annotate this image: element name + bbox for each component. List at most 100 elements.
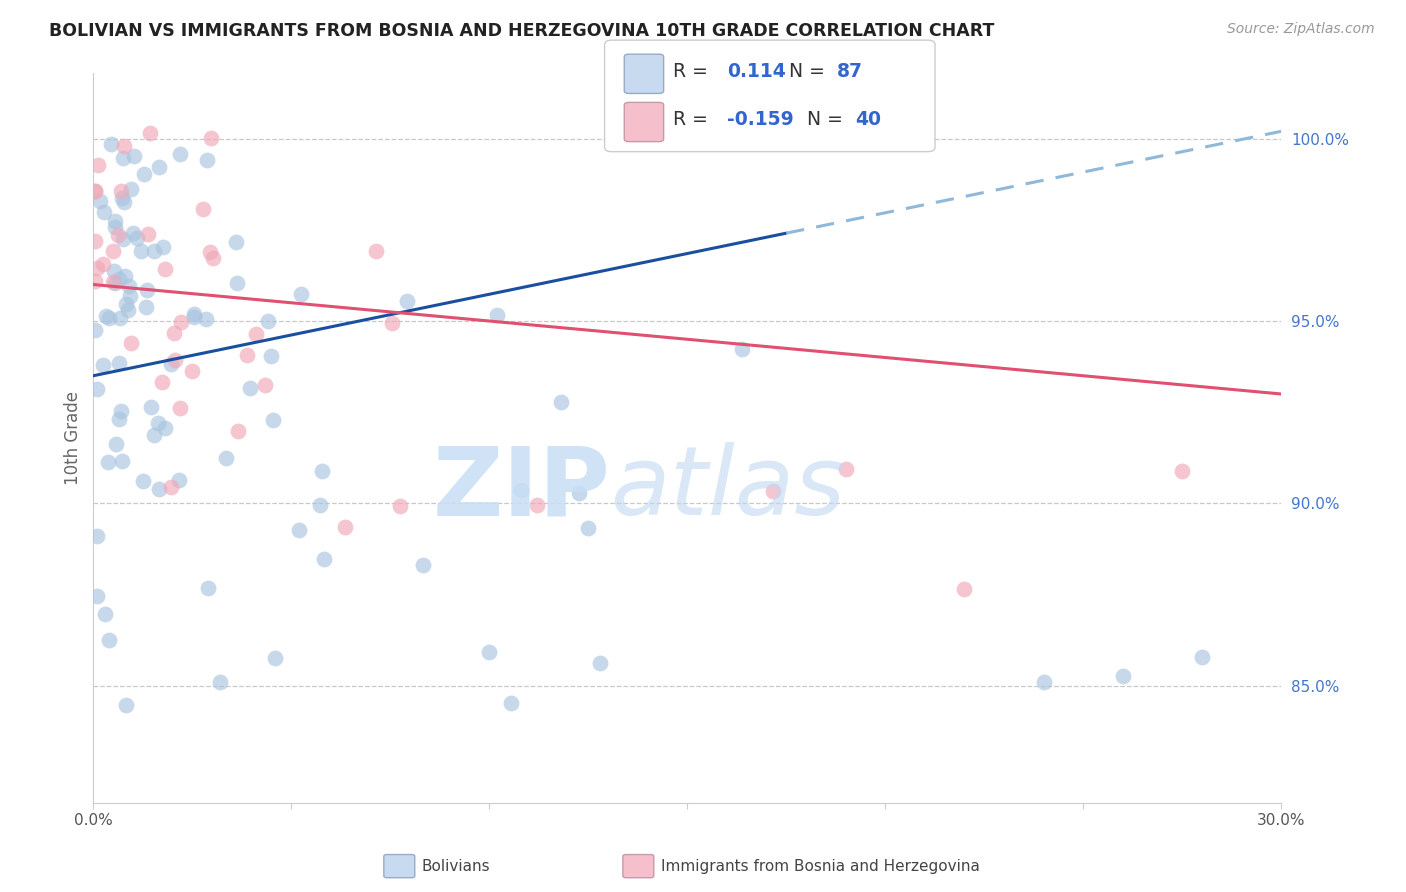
- Point: [262, 413, 284, 427]
- Point: [105, 436, 128, 450]
- Point: [111, 191, 134, 205]
- Point: [86, 382, 108, 396]
- Point: [235, 348, 257, 362]
- Point: [114, 268, 136, 283]
- Text: Source: ZipAtlas.com: Source: ZipAtlas.com: [1227, 22, 1375, 37]
- Point: [731, 343, 754, 357]
- Point: [146, 417, 169, 431]
- Point: [120, 289, 142, 303]
- Point: [253, 378, 276, 392]
- Point: [169, 401, 191, 415]
- Point: [155, 421, 177, 435]
- Point: [170, 315, 193, 329]
- Point: [84, 184, 107, 198]
- Point: [89, 194, 111, 209]
- Text: N =: N =: [789, 62, 831, 81]
- Point: [142, 244, 165, 258]
- Point: [226, 424, 249, 438]
- Point: [1032, 674, 1054, 689]
- Point: [478, 645, 501, 659]
- Point: [1112, 669, 1135, 683]
- Point: [84, 184, 107, 198]
- Point: [91, 358, 114, 372]
- Point: [195, 153, 218, 168]
- Point: [117, 303, 139, 318]
- Y-axis label: 10th Grade: 10th Grade: [65, 391, 82, 484]
- Point: [84, 235, 107, 249]
- Point: [97, 310, 120, 325]
- Text: BOLIVIAN VS IMMIGRANTS FROM BOSNIA AND HERZEGOVINA 10TH GRADE CORRELATION CHART: BOLIVIAN VS IMMIGRANTS FROM BOSNIA AND H…: [49, 22, 994, 40]
- Point: [100, 136, 122, 151]
- Point: [389, 499, 412, 513]
- Text: 40: 40: [855, 110, 880, 129]
- Point: [101, 275, 124, 289]
- Point: [84, 274, 107, 288]
- Text: 87: 87: [837, 62, 862, 81]
- Point: [111, 232, 134, 246]
- Point: [260, 349, 283, 363]
- Point: [200, 130, 222, 145]
- Point: [225, 235, 247, 249]
- Point: [136, 283, 159, 297]
- Point: [143, 428, 166, 442]
- Point: [104, 276, 127, 290]
- Point: [112, 194, 135, 209]
- Point: [159, 480, 181, 494]
- Point: [159, 357, 181, 371]
- Point: [98, 632, 121, 647]
- Point: [834, 462, 856, 476]
- Point: [209, 675, 232, 690]
- Point: [197, 581, 219, 595]
- Point: [148, 161, 170, 175]
- Point: [510, 483, 533, 498]
- Point: [576, 521, 599, 535]
- Point: [110, 403, 132, 417]
- Point: [395, 294, 418, 309]
- Point: [129, 244, 152, 258]
- Point: [1171, 464, 1194, 478]
- Point: [148, 483, 170, 497]
- Point: [107, 228, 129, 243]
- Point: [141, 401, 163, 415]
- Point: [312, 552, 335, 566]
- Point: [183, 310, 205, 324]
- Point: [201, 252, 224, 266]
- Text: atlas: atlas: [610, 442, 845, 535]
- Text: N =: N =: [807, 110, 849, 129]
- Point: [181, 364, 204, 378]
- Point: [589, 657, 612, 671]
- Point: [290, 286, 312, 301]
- Text: 0.114: 0.114: [727, 62, 786, 81]
- Point: [150, 375, 173, 389]
- Point: [104, 213, 127, 227]
- Point: [288, 523, 311, 537]
- Point: [550, 395, 572, 409]
- Point: [86, 529, 108, 543]
- Point: [93, 607, 115, 622]
- Point: [111, 454, 134, 468]
- Point: [122, 226, 145, 240]
- Point: [120, 182, 142, 196]
- Text: R =: R =: [673, 62, 714, 81]
- Point: [499, 697, 522, 711]
- Point: [93, 205, 115, 219]
- Point: [183, 307, 205, 321]
- Text: Immigrants from Bosnia and Herzegovina: Immigrants from Bosnia and Herzegovina: [661, 859, 980, 873]
- Point: [112, 151, 135, 165]
- Point: [762, 483, 785, 498]
- Point: [153, 261, 176, 276]
- Point: [117, 279, 139, 293]
- Point: [364, 244, 387, 259]
- Point: [91, 257, 114, 271]
- Point: [225, 277, 247, 291]
- Point: [107, 356, 129, 370]
- Point: [103, 264, 125, 278]
- Point: [163, 352, 186, 367]
- Point: [193, 202, 215, 216]
- Point: [94, 310, 117, 324]
- Point: [115, 297, 138, 311]
- Text: ZIP: ZIP: [432, 442, 610, 535]
- Point: [134, 167, 156, 181]
- Point: [412, 558, 434, 573]
- Point: [953, 582, 976, 597]
